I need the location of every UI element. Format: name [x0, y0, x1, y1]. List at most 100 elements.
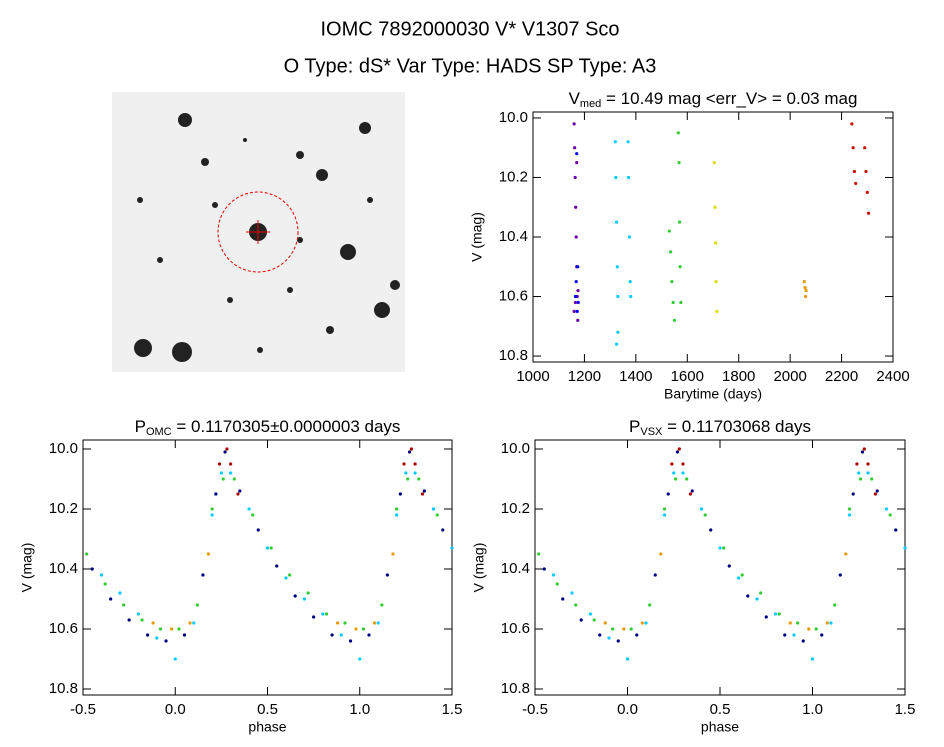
- data-point: [627, 235, 632, 239]
- data-point: [852, 169, 857, 174]
- data-point: [573, 294, 578, 299]
- data-point: [330, 633, 334, 637]
- data-point: [854, 181, 858, 186]
- data-point: [441, 528, 445, 532]
- title-rest: = 0.11703068 days: [662, 417, 811, 436]
- data-point: [343, 621, 347, 625]
- data-point: [431, 507, 436, 511]
- data-point: [866, 471, 870, 475]
- data-point: [302, 597, 306, 601]
- data-point: [348, 639, 353, 643]
- title-sub: VSX: [640, 426, 663, 438]
- data-point: [611, 627, 615, 631]
- data-point: [807, 627, 811, 631]
- data-point: [810, 657, 815, 661]
- data-point: [402, 462, 406, 466]
- data-point: [614, 175, 618, 180]
- data-point: [712, 160, 716, 165]
- data-point: [804, 288, 808, 293]
- y-axis-label: V (mag): [471, 543, 487, 593]
- chart-title: PVSX = 0.11703068 days: [629, 417, 811, 437]
- data-point: [860, 450, 865, 454]
- data-point: [229, 471, 233, 475]
- y-axis-label: V (mag): [19, 543, 35, 593]
- data-point: [674, 477, 678, 481]
- data-point: [210, 507, 214, 511]
- data-point: [555, 582, 559, 586]
- data-point: [542, 567, 546, 571]
- x-tick-label: 1400: [619, 368, 652, 385]
- data-point: [851, 146, 855, 150]
- data-point: [321, 612, 325, 616]
- data-point: [709, 528, 713, 532]
- data-point: [575, 160, 579, 165]
- data-point: [592, 618, 596, 622]
- x-tick-label: 2400: [876, 368, 909, 385]
- data-point: [588, 612, 593, 616]
- data-point: [635, 633, 639, 637]
- data-point: [551, 573, 556, 577]
- data-point: [783, 633, 787, 637]
- data-point: [670, 462, 674, 466]
- data-point: [367, 633, 371, 637]
- data-point: [103, 582, 107, 586]
- data-point: [672, 471, 676, 475]
- data-point: [796, 621, 800, 625]
- data-point: [576, 288, 580, 293]
- data-point: [629, 627, 633, 631]
- data-point: [857, 471, 861, 475]
- data-point: [247, 507, 251, 511]
- data-point: [572, 122, 576, 126]
- x-tick-label: 2000: [773, 368, 806, 385]
- data-point: [574, 280, 578, 284]
- x-tick-label: 0.5: [710, 701, 731, 718]
- y-tick-label: 10.0: [49, 440, 78, 457]
- data-point: [764, 615, 768, 619]
- data-point: [855, 462, 859, 466]
- y-tick-label: 10.4: [499, 228, 528, 245]
- data-point: [777, 612, 781, 616]
- title-main: V: [569, 89, 581, 108]
- data-point: [773, 612, 778, 616]
- data-point: [324, 612, 329, 616]
- data-point: [628, 280, 632, 284]
- y-tick-label: 10.2: [499, 168, 528, 185]
- data-point: [668, 250, 673, 254]
- data-point: [640, 621, 644, 625]
- data-point: [614, 342, 619, 346]
- data-point: [676, 131, 680, 135]
- data-point: [188, 621, 192, 625]
- data-point: [354, 627, 358, 631]
- x-tick-label: 0.0: [165, 701, 186, 718]
- data-point: [404, 471, 408, 475]
- chart-title: Vmed = 10.49 mag <err_V> = 0.03 mag: [569, 89, 858, 109]
- data-point: [625, 657, 630, 661]
- data-point: [221, 477, 225, 481]
- data-point: [851, 492, 855, 496]
- data-point: [406, 477, 410, 481]
- data-point: [576, 300, 580, 305]
- data-point: [677, 447, 681, 451]
- data-point: [688, 492, 693, 496]
- data-point: [838, 573, 842, 577]
- data-point: [863, 146, 867, 150]
- data-point: [109, 597, 113, 601]
- data-point: [164, 639, 168, 643]
- data-point: [715, 309, 719, 314]
- data-point: [884, 507, 889, 511]
- data-point: [413, 471, 417, 475]
- x-tick-label: 1.5: [895, 701, 916, 718]
- y-tick-label: 10.2: [49, 500, 78, 517]
- y-axis-label: V (mag): [469, 212, 485, 262]
- data-point: [574, 603, 578, 607]
- data-point: [740, 573, 744, 577]
- y-tick-label: 10.6: [501, 620, 530, 637]
- title-sub: med: [580, 98, 601, 110]
- data-point: [666, 492, 670, 496]
- stars: [134, 113, 400, 362]
- data-point: [140, 618, 144, 622]
- data-point: [903, 546, 907, 550]
- data-point: [201, 573, 205, 577]
- data-point: [372, 621, 377, 625]
- aperture: [217, 191, 299, 273]
